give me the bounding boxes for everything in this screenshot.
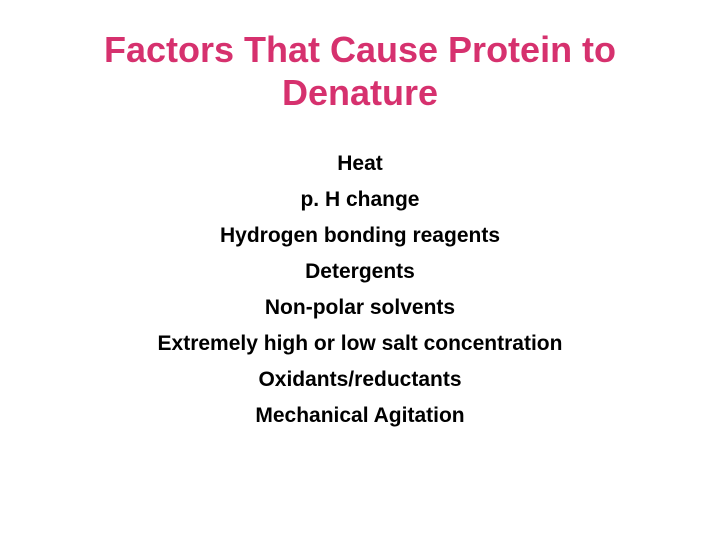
factor-item: Detergents bbox=[305, 260, 415, 284]
factor-item: Extremely high or low salt concentration bbox=[158, 332, 563, 356]
factor-item: Oxidants/reductants bbox=[258, 368, 461, 392]
factor-item: Hydrogen bonding reagents bbox=[220, 224, 500, 248]
slide-title: Factors That Cause Protein to Denature bbox=[0, 28, 720, 114]
factor-item: Heat bbox=[337, 152, 383, 176]
slide-container: Factors That Cause Protein to Denature H… bbox=[0, 0, 720, 540]
factor-item: Mechanical Agitation bbox=[255, 404, 464, 428]
factor-item: p. H change bbox=[300, 188, 419, 212]
factor-item: Non-polar solvents bbox=[265, 296, 455, 320]
factor-list: Heat p. H change Hydrogen bonding reagen… bbox=[158, 152, 563, 428]
